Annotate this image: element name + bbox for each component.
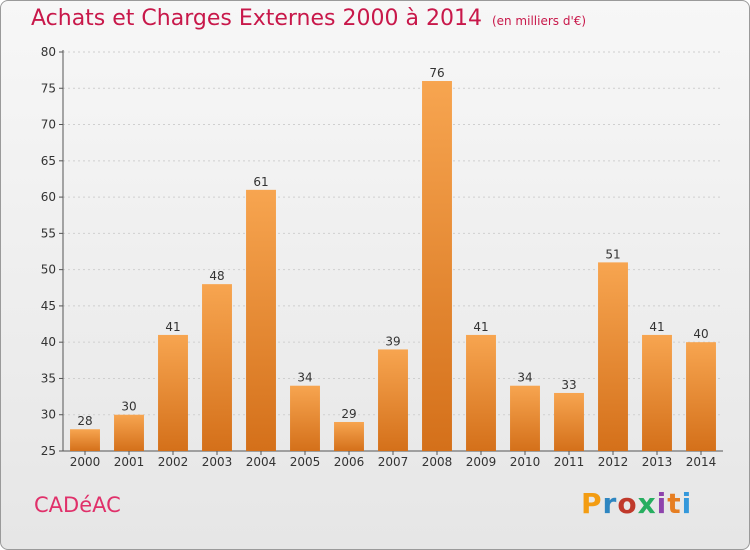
proxiti-logo: Proxiti	[581, 487, 692, 520]
logo-letter: P	[581, 487, 603, 520]
value-label: 61	[253, 175, 268, 189]
x-tick-label: 2003	[202, 455, 233, 469]
value-label: 51	[605, 247, 620, 261]
value-label: 48	[209, 269, 224, 283]
value-label: 39	[385, 334, 400, 348]
title-unit: (en milliers d'€)	[491, 14, 587, 28]
bar	[334, 421, 364, 451]
y-tick-label: 25	[41, 444, 56, 458]
y-tick-label: 80	[41, 45, 56, 59]
logo-letter: i	[681, 487, 693, 520]
value-label: 40	[693, 327, 708, 341]
title-text: Achats et Charges Externes 2000 à 2014	[31, 6, 482, 31]
value-label: 76	[429, 66, 444, 80]
value-label: 34	[297, 371, 312, 385]
x-tick-label: 2005	[290, 455, 321, 469]
bar	[510, 385, 540, 451]
x-tick-label: 2009	[466, 455, 497, 469]
value-label: 30	[121, 400, 136, 414]
logo-letter: i	[656, 487, 668, 520]
x-tick-label: 2006	[334, 455, 365, 469]
labels: 25 30 35 40 45 50 55 60 65 70 75 80 28 2000 30 2001 41 20…	[41, 45, 717, 469]
value-label: 34	[517, 371, 532, 385]
bar	[422, 81, 452, 451]
bar	[202, 284, 232, 451]
y-tick-label: 60	[41, 190, 56, 204]
value-label: 33	[561, 378, 576, 392]
bar	[598, 262, 628, 451]
bars	[70, 81, 716, 451]
y-tick-label: 30	[41, 408, 56, 422]
x-tick-label: 2008	[422, 455, 453, 469]
x-tick-label: 2014	[686, 455, 717, 469]
logo-letter: r	[602, 487, 618, 520]
bar	[466, 334, 496, 451]
bar	[642, 334, 672, 451]
bar	[158, 334, 188, 451]
bar	[686, 342, 716, 451]
x-tick-label: 2010	[510, 455, 541, 469]
y-tick-label: 75	[41, 81, 56, 95]
x-tick-label: 2000	[70, 455, 101, 469]
x-tick-label: 2002	[158, 455, 189, 469]
bar	[290, 385, 320, 451]
value-label: 29	[341, 407, 356, 421]
value-label: 41	[165, 320, 180, 334]
bar	[114, 414, 144, 451]
bar	[554, 392, 584, 451]
x-tick-label: 2013	[642, 455, 673, 469]
chart-title: Achats et Charges Externes 2000 à 2014 (e…	[31, 6, 586, 31]
bar	[246, 189, 276, 451]
logo-letter: t	[667, 487, 682, 520]
x-tick-label: 2012	[598, 455, 629, 469]
logo-letter: o	[617, 487, 638, 520]
x-tick-label: 2007	[378, 455, 409, 469]
bar	[378, 349, 408, 451]
x-tick-label: 2011	[554, 455, 585, 469]
value-label: 41	[649, 320, 664, 334]
commune-name: CADéAC	[34, 493, 121, 517]
logo-letter: x	[637, 487, 657, 520]
y-tick-label: 40	[41, 335, 56, 349]
y-tick-label: 55	[41, 226, 56, 240]
value-label: 28	[77, 414, 92, 428]
y-tick-label: 50	[41, 263, 56, 277]
x-tick-label: 2004	[246, 455, 277, 469]
y-tick-label: 70	[41, 118, 56, 132]
y-tick-label: 65	[41, 154, 56, 168]
value-label: 41	[473, 320, 488, 334]
bar	[70, 429, 100, 451]
y-tick-label: 45	[41, 299, 56, 313]
y-tick-label: 35	[41, 371, 56, 385]
x-tick-label: 2001	[114, 455, 145, 469]
